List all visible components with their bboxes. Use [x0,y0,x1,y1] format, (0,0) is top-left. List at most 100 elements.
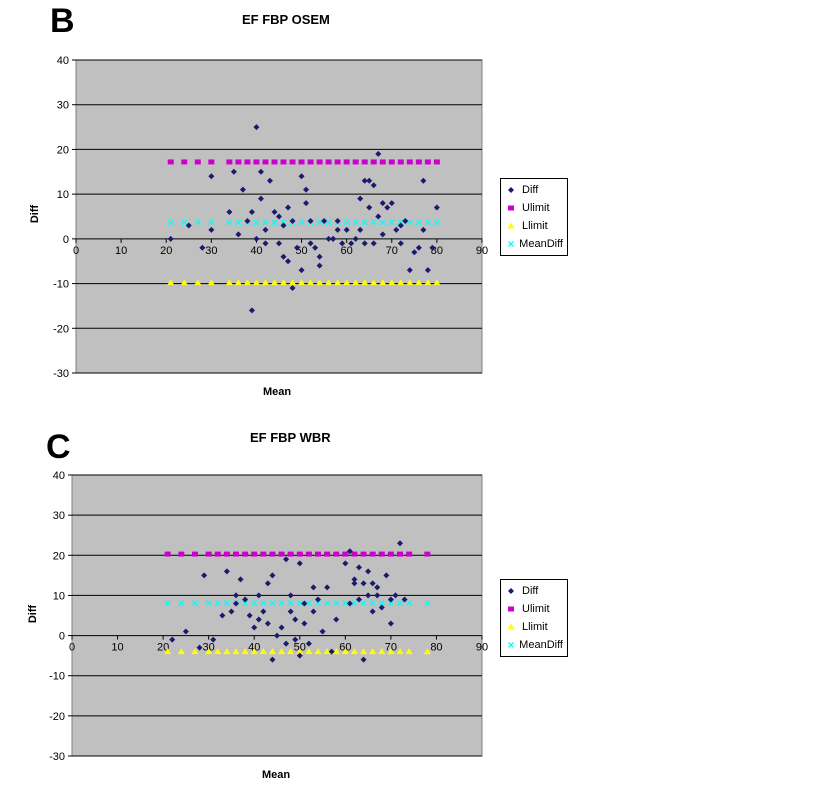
legend-marker-shape [508,187,514,193]
point-ulimit [360,551,367,557]
point-diff [182,628,189,635]
point-llimit [261,279,269,286]
x-axis-label-b: Mean [263,386,292,398]
x-tick-label: 60 [341,245,353,257]
point-meandiff [324,600,331,607]
point-diff [310,584,317,591]
y-tick-label: 0 [63,234,69,246]
point-diff [264,620,271,627]
point-llimit [252,279,260,286]
point-diff [319,628,326,635]
point-ulimit [333,551,340,557]
y-tick-label: -10 [49,671,65,683]
point-diff [287,608,294,615]
point-diff [201,572,208,579]
point-llimit [241,648,249,655]
point-diff [406,267,413,274]
point-ulimit [260,551,267,557]
point-diff [257,195,264,202]
point-diff [298,173,305,180]
point-diff [361,240,368,247]
point-meandiff [315,600,321,607]
point-diff [269,572,276,579]
point-diff [219,612,226,619]
series-ulimit [167,159,440,165]
point-ulimit [289,159,296,165]
point-ulimit [378,551,385,557]
y-tick-label: 30 [53,510,65,522]
point-diff [429,244,436,251]
point-meandiff [406,600,413,607]
point-ulimit [424,551,431,557]
x-tick-label: 90 [476,642,488,654]
point-diff [289,217,296,224]
point-meandiff [223,600,230,607]
point-llimit [214,648,222,655]
point-llimit [298,279,306,286]
point-llimit [287,648,295,655]
legend-marker [508,205,514,211]
x-tick-label: 0 [73,245,79,257]
point-diff [324,584,331,591]
point-meandiff [287,600,294,607]
point-llimit [177,648,185,655]
point-diff [292,636,299,643]
point-llimit [194,279,202,286]
point-diff [307,240,314,247]
point-ulimit [178,551,185,557]
x-tick-label: 0 [69,642,75,654]
point-meandiff [352,219,359,226]
point-llimit [378,648,386,655]
point-meandiff [397,219,404,226]
point-diff [296,560,303,567]
x-axis-label-c: Mean [262,769,291,781]
point-ulimit [324,551,331,557]
point-meandiff [262,219,269,226]
point-meandiff [253,219,260,226]
point-meandiff [424,600,431,607]
point-diff [283,640,290,647]
point-meandiff [406,219,413,226]
point-diff [411,249,418,256]
legend-label: Ulimit [522,603,550,615]
point-diff [378,604,385,611]
point-ulimit [433,159,440,165]
point-llimit [289,279,297,286]
legend-label: MeanDiff [519,238,563,250]
point-llimit [423,648,431,655]
point-ulimit [361,159,368,165]
point-diff [278,624,285,631]
point-diff [301,600,308,607]
point-meandiff [296,600,303,607]
point-diff [321,217,328,224]
point-llimit [397,279,405,286]
point-llimit [234,279,242,286]
point-ulimit [296,551,303,557]
point-meandiff [251,600,258,607]
point-ulimit [342,551,349,557]
point-llimit [350,648,358,655]
legend-item-meandiff: MeanDiff [505,636,563,654]
chart-title-c: EF FBP WBR [250,430,331,445]
point-llimit [379,279,387,286]
legend-item-diff: Diff [505,181,563,199]
series-llimit [167,279,441,286]
point-diff [402,217,409,224]
point-ulimit [223,551,230,557]
point-meandiff [280,219,287,226]
point-meandiff [194,219,201,226]
point-diff [285,258,292,265]
point-diff [208,173,215,180]
point-llimit [259,648,267,655]
point-llimit [370,279,378,286]
point-ulimit [369,551,376,557]
point-diff [365,592,372,599]
point-diff [244,217,251,224]
point-llimit [164,648,172,655]
point-diff [287,592,294,599]
point-diff [384,204,391,211]
point-ulimit [251,551,258,557]
x-tick-label: 70 [386,245,398,257]
